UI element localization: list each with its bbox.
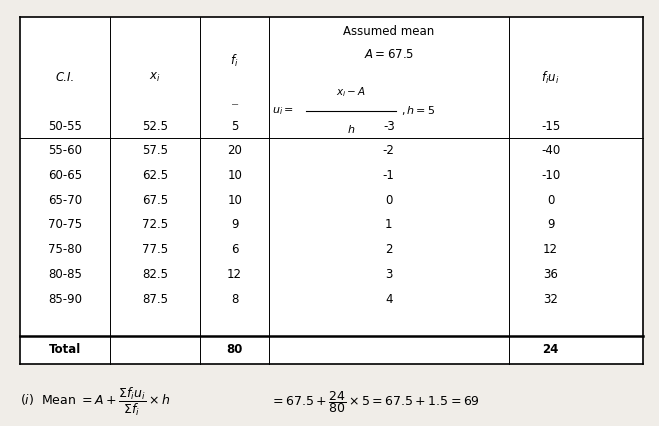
Text: 8: 8 bbox=[231, 293, 239, 305]
Text: 75-80: 75-80 bbox=[48, 243, 82, 256]
Text: 0: 0 bbox=[547, 194, 554, 207]
Text: 3: 3 bbox=[385, 268, 393, 281]
Text: -2: -2 bbox=[383, 144, 395, 157]
Text: 0: 0 bbox=[385, 194, 393, 207]
Text: $= 67.5 + \dfrac{24}{80} \times 5 = 67.5 + 1.5 = 69$: $= 67.5 + \dfrac{24}{80} \times 5 = 67.5… bbox=[270, 389, 480, 415]
Text: 57.5: 57.5 bbox=[142, 144, 168, 157]
Text: 67.5: 67.5 bbox=[142, 194, 168, 207]
Text: C.I.: C.I. bbox=[55, 71, 74, 84]
Text: $f_i$: $f_i$ bbox=[231, 53, 239, 69]
Text: $f_i u_i$: $f_i u_i$ bbox=[542, 70, 560, 86]
Text: 87.5: 87.5 bbox=[142, 293, 168, 305]
Text: 50-55: 50-55 bbox=[48, 120, 82, 132]
Text: 12: 12 bbox=[543, 243, 558, 256]
Text: 9: 9 bbox=[231, 219, 239, 231]
Text: -3: -3 bbox=[383, 120, 395, 132]
Text: -40: -40 bbox=[541, 144, 560, 157]
Text: 32: 32 bbox=[543, 293, 558, 305]
Text: Assumed mean: Assumed mean bbox=[343, 25, 434, 38]
Text: 9: 9 bbox=[547, 219, 554, 231]
Text: 6: 6 bbox=[231, 243, 239, 256]
Text: 80: 80 bbox=[227, 343, 243, 357]
Text: 70-75: 70-75 bbox=[48, 219, 82, 231]
Text: -1: -1 bbox=[383, 169, 395, 182]
Text: 85-90: 85-90 bbox=[48, 293, 82, 305]
Text: 80-85: 80-85 bbox=[48, 268, 82, 281]
Text: 62.5: 62.5 bbox=[142, 169, 168, 182]
Text: 60-65: 60-65 bbox=[48, 169, 82, 182]
Text: 10: 10 bbox=[227, 169, 242, 182]
Text: -10: -10 bbox=[541, 169, 560, 182]
Text: 4: 4 bbox=[385, 293, 393, 305]
Text: $h$: $h$ bbox=[347, 123, 355, 135]
Text: $(i)$  Mean $= A + \dfrac{\Sigma f_i u_i}{\Sigma f_i} \times h$: $(i)$ Mean $= A + \dfrac{\Sigma f_i u_i}… bbox=[20, 386, 170, 418]
Text: 5: 5 bbox=[231, 120, 239, 132]
Text: 65-70: 65-70 bbox=[48, 194, 82, 207]
Text: 55-60: 55-60 bbox=[48, 144, 82, 157]
Text: 10: 10 bbox=[227, 194, 242, 207]
Text: $u_i =$: $u_i =$ bbox=[272, 105, 294, 117]
Text: 82.5: 82.5 bbox=[142, 268, 168, 281]
Text: 12: 12 bbox=[227, 268, 242, 281]
Text: $, h = 5$: $, h = 5$ bbox=[401, 104, 436, 117]
Text: -15: -15 bbox=[541, 120, 560, 132]
Text: 72.5: 72.5 bbox=[142, 219, 168, 231]
Text: 24: 24 bbox=[542, 343, 559, 357]
Text: 77.5: 77.5 bbox=[142, 243, 168, 256]
Text: 36: 36 bbox=[543, 268, 558, 281]
Text: $-$: $-$ bbox=[230, 98, 239, 108]
Text: 52.5: 52.5 bbox=[142, 120, 168, 132]
Text: $x_i$: $x_i$ bbox=[150, 71, 161, 84]
Text: Total: Total bbox=[49, 343, 81, 357]
Text: $A = 67.5$: $A = 67.5$ bbox=[364, 48, 414, 61]
Text: 20: 20 bbox=[227, 144, 242, 157]
Text: 1: 1 bbox=[385, 219, 393, 231]
FancyBboxPatch shape bbox=[20, 17, 643, 364]
Text: $x_i - A$: $x_i - A$ bbox=[336, 85, 366, 99]
Text: 2: 2 bbox=[385, 243, 393, 256]
